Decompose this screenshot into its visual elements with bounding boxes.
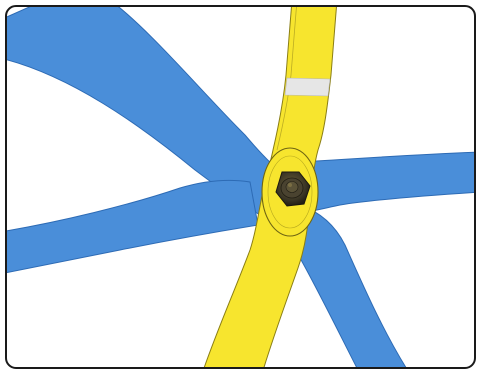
washer-inner-ring [267, 155, 313, 229]
bolt-thread-highlight [288, 183, 292, 187]
right-blue-brace [299, 151, 475, 213]
yellow-arm-edge-line [276, 6, 298, 151]
diagram-border [5, 5, 476, 369]
bolt-end [285, 181, 299, 193]
white-marker-stripe [284, 77, 331, 97]
